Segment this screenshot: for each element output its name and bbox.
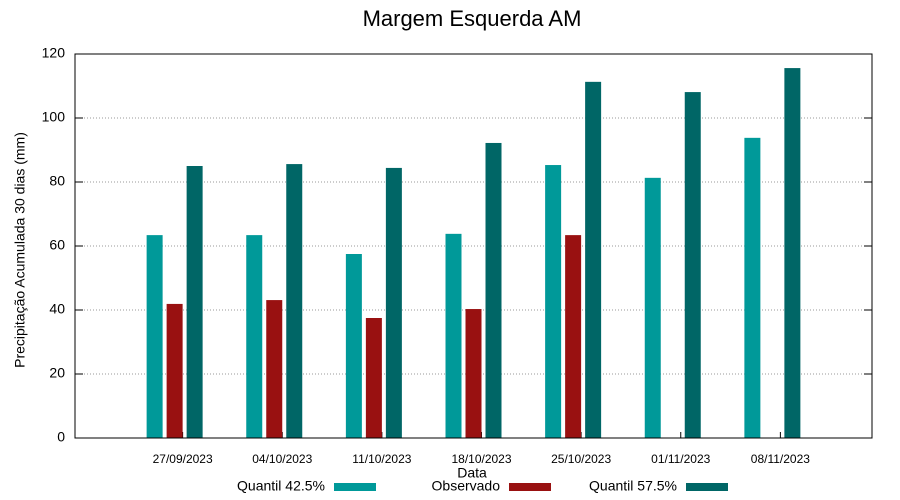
bar	[645, 178, 661, 438]
legend-label: Observado	[432, 478, 501, 494]
x-tick-label: 01/11/2023	[651, 452, 710, 466]
chart-title: Margem Esquerda AM	[363, 6, 582, 31]
bar	[685, 92, 701, 438]
legend-label: Quantil 57.5%	[589, 478, 677, 494]
y-tick-label: 20	[49, 365, 65, 381]
bar	[466, 309, 482, 438]
y-tick-label: 80	[49, 173, 65, 189]
bar	[187, 166, 203, 438]
bar	[366, 318, 382, 438]
y-tick-label: 100	[42, 109, 66, 125]
legend-swatch	[509, 483, 551, 491]
x-tick-label: 11/10/2023	[352, 452, 411, 466]
bar	[266, 300, 282, 438]
legend-swatch	[686, 483, 728, 491]
legend-swatch	[334, 483, 376, 491]
bar	[585, 82, 601, 438]
bar	[386, 168, 402, 438]
bar	[565, 235, 581, 438]
legend-label: Quantil 42.5%	[237, 478, 325, 494]
y-tick-label: 120	[42, 45, 66, 61]
bar	[784, 68, 800, 438]
bar	[286, 164, 302, 438]
x-tick-label: 27/09/2023	[153, 452, 213, 466]
bar	[486, 143, 502, 438]
bar	[246, 235, 262, 438]
x-tick-label: 04/10/2023	[252, 452, 312, 466]
x-tick-label: 25/10/2023	[551, 452, 611, 466]
x-tick-label: 08/11/2023	[751, 452, 810, 466]
bar	[545, 165, 561, 438]
bar	[346, 254, 362, 438]
x-tick-label: 18/10/2023	[451, 452, 511, 466]
bar	[147, 235, 163, 438]
bar	[446, 234, 462, 438]
y-tick-label: 40	[49, 301, 65, 317]
bar	[167, 304, 183, 438]
y-tick-label: 0	[57, 429, 65, 445]
y-axis-label: Precipitação Acumulada 30 dias (mm)	[12, 132, 28, 368]
y-tick-label: 60	[49, 237, 65, 253]
bar	[744, 138, 760, 438]
